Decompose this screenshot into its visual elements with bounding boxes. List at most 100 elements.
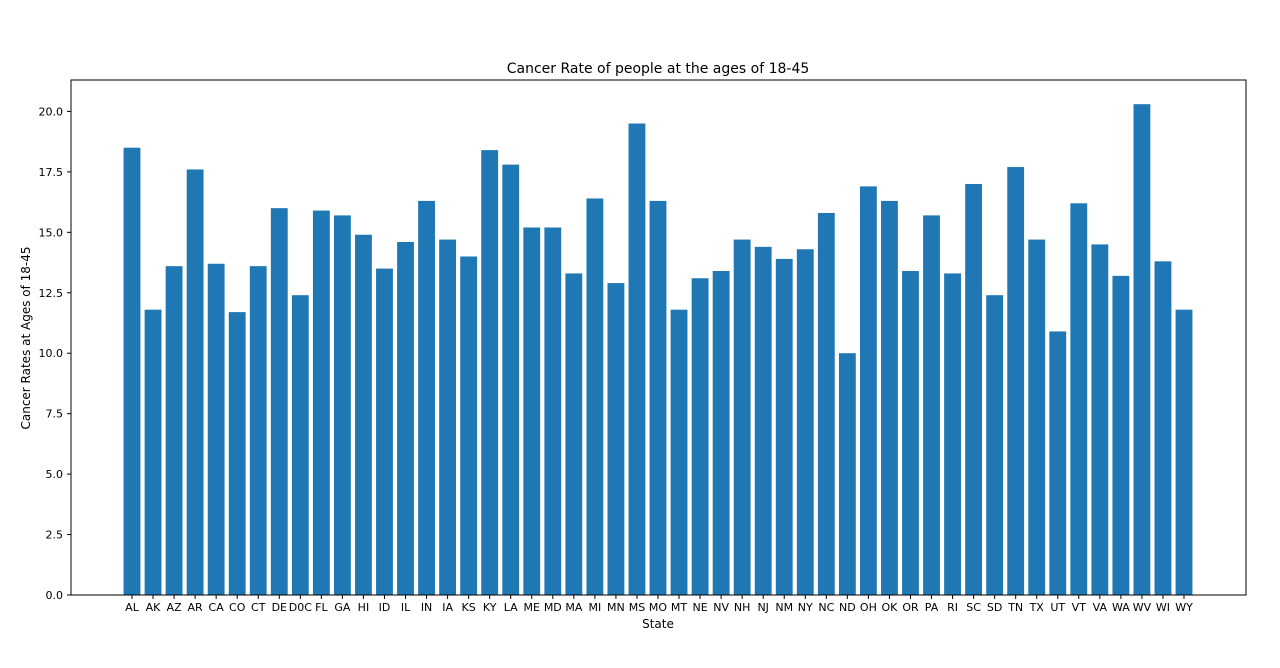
- x-tick-label: DE: [272, 601, 287, 614]
- x-tick-label: UT: [1050, 601, 1065, 614]
- bar-pa: [923, 215, 940, 596]
- bar-sc: [965, 183, 983, 595]
- bar-d0c: [291, 295, 309, 595]
- bar-mt: [670, 309, 688, 595]
- bar-nj: [754, 246, 772, 595]
- bar-nc: [817, 212, 835, 596]
- bar-tn: [1007, 167, 1025, 596]
- x-tick-label: TX: [1029, 601, 1045, 614]
- x-tick-label: SD: [987, 601, 1002, 614]
- x-tick-label: KS: [462, 601, 476, 614]
- y-tick-label: 12.5: [39, 287, 64, 300]
- bar-va: [1091, 244, 1109, 595]
- x-tick-label: AK: [146, 601, 162, 614]
- y-axis: 0.0 2.5 5.0 7.5 10.0 12.5 15.0 17.5 20.0: [39, 105, 71, 602]
- x-tick-label: OR: [902, 601, 919, 614]
- x-tick-label: MN: [607, 601, 625, 614]
- bar-mo: [649, 200, 667, 595]
- bar-tx: [1028, 239, 1046, 596]
- x-tick-label: IN: [421, 601, 432, 614]
- chart-title: Cancer Rate of people at the ages of 18-…: [507, 61, 810, 77]
- x-tick-label: ID: [379, 601, 391, 614]
- bar-ky: [481, 150, 499, 595]
- x-tick-label: MS: [629, 601, 645, 614]
- x-tick-label: VT: [1072, 601, 1087, 614]
- x-tick-label: AZ: [167, 601, 183, 614]
- bar-sd: [986, 295, 1004, 595]
- x-tick-label: NC: [818, 601, 834, 614]
- y-tick-label: 5.0: [46, 468, 64, 481]
- x-tick-label: CT: [251, 601, 266, 614]
- bar-ok: [881, 200, 898, 595]
- bar-md: [544, 227, 562, 595]
- bar-wi: [1154, 261, 1172, 595]
- x-tick-label: AL: [125, 601, 140, 614]
- x-tick-label: WA: [1112, 601, 1130, 614]
- y-axis-label: Cancer Rates at Ages of 18-45: [19, 246, 33, 429]
- bar-il: [397, 241, 414, 595]
- x-tick-label: OH: [860, 601, 877, 614]
- y-tick-label: 15.0: [39, 226, 64, 239]
- x-tick-label: MT: [671, 601, 687, 614]
- bar-ga: [333, 215, 351, 596]
- x-tick-label: RI: [947, 601, 958, 614]
- bar-mn: [607, 283, 625, 595]
- bar-ny: [796, 249, 814, 595]
- x-tick-label: NE: [692, 601, 707, 614]
- x-tick-label: MA: [565, 601, 582, 614]
- bar-ut: [1049, 331, 1067, 595]
- x-tick-label: CA: [209, 601, 225, 614]
- x-tick-label: WY: [1175, 601, 1193, 614]
- x-tick-label: NY: [798, 601, 813, 614]
- x-tick-label: WV: [1133, 601, 1152, 614]
- x-tick-label: ND: [839, 601, 856, 614]
- x-tick-label: GA: [334, 601, 351, 614]
- bar-wa: [1112, 275, 1130, 595]
- bar-ia: [439, 239, 457, 596]
- x-tick-label: ME: [524, 601, 540, 614]
- bar-ma: [565, 273, 583, 595]
- x-tick-label: HI: [358, 601, 370, 614]
- bar-ks: [460, 256, 478, 595]
- bar-nd: [838, 353, 856, 595]
- bars-group: [123, 104, 1193, 596]
- x-tick-label: NH: [734, 601, 751, 614]
- bar-ar: [186, 169, 204, 596]
- x-tick-label: OK: [882, 601, 899, 614]
- bar-hi: [355, 234, 372, 595]
- bar-in: [418, 200, 435, 595]
- x-tick-label: WI: [1156, 601, 1170, 614]
- x-tick-label: TN: [1007, 601, 1023, 614]
- x-tick-label: MI: [589, 601, 602, 614]
- x-tick-label: LA: [504, 601, 518, 614]
- x-tick-label: FL: [315, 601, 328, 614]
- x-tick-label: MO: [649, 601, 667, 614]
- bar-ak: [144, 309, 162, 595]
- bar-fl: [312, 210, 330, 595]
- y-tick-label: 17.5: [39, 166, 64, 179]
- bar-id: [376, 268, 393, 595]
- x-tick-label: VA: [1093, 601, 1108, 614]
- y-tick-label: 10.0: [39, 347, 64, 360]
- bar-nv: [712, 271, 730, 595]
- bar-ca: [207, 263, 225, 595]
- y-tick-label: 0.0: [46, 589, 64, 602]
- x-tick-label: CO: [229, 601, 246, 614]
- x-tick-label: IA: [442, 601, 453, 614]
- bar-me: [523, 227, 541, 595]
- x-tick-label: AR: [188, 601, 204, 614]
- bar-ri: [944, 273, 961, 595]
- plot-frame: [70, 79, 1247, 596]
- x-axis-label: State: [642, 617, 674, 631]
- x-tick-label: NJ: [757, 601, 768, 614]
- y-tick-label: 7.5: [46, 408, 64, 421]
- bar-la: [502, 164, 520, 595]
- bar-wy: [1175, 309, 1193, 595]
- bar-oh: [859, 186, 877, 595]
- bar-wv: [1133, 104, 1151, 595]
- y-tick-label: 20.0: [39, 105, 64, 118]
- bar-az: [165, 266, 183, 595]
- bar-ct: [249, 266, 267, 595]
- bar-or: [902, 271, 919, 595]
